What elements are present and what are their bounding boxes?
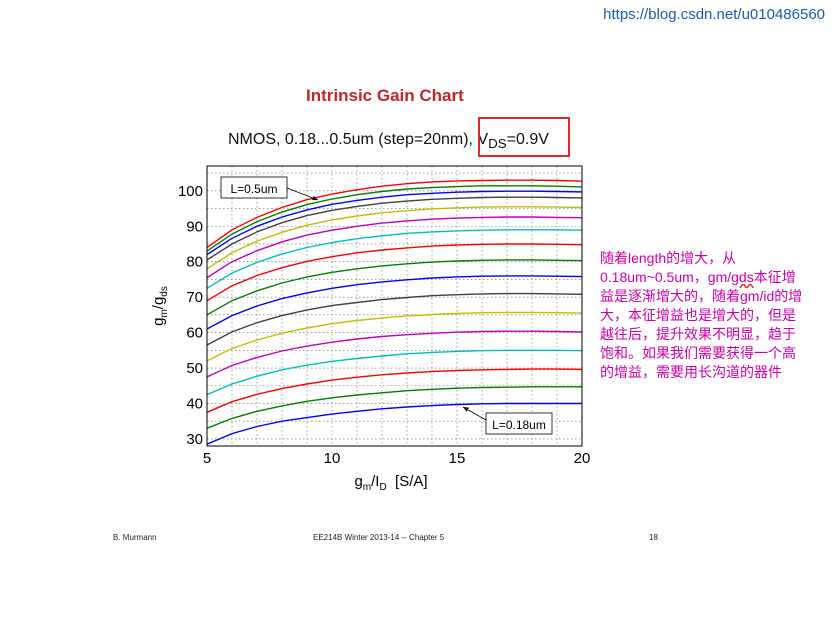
series-line-12 — [206, 216, 583, 279]
series-line-1 — [206, 402, 582, 445]
plot-frame — [206, 165, 583, 447]
series-line-6 — [206, 311, 583, 362]
arrow-l-0-5um — [286, 187, 319, 201]
y-tick-label: 90 — [186, 218, 203, 235]
tick-labels: 5 10 15 20 30 40 50 60 70 80 90 100 — [178, 183, 590, 467]
series-line-10 — [206, 243, 583, 302]
x-axis-label: gm/ID [S/A] — [354, 473, 427, 493]
y-tick-label: 60 — [186, 325, 203, 342]
vds-highlight-box — [478, 117, 570, 157]
label-l-0-18um-box — [485, 412, 553, 435]
subtitle-suffix: =0.9V — [506, 131, 549, 148]
x-tick-label: 20 — [574, 450, 591, 467]
label-l-0-18um: L=0.18um — [492, 418, 546, 432]
subtitle-subscript: DS — [488, 136, 507, 152]
y-tick-label: 40 — [186, 395, 203, 412]
x-tick-label: 15 — [449, 450, 466, 467]
x-tick-label: 10 — [324, 450, 341, 467]
series-line-8 — [206, 275, 583, 330]
series-line-3 — [206, 368, 583, 413]
subtitle-prefix: NMOS, 0.18...0.5um (step=20nm), V — [228, 131, 489, 148]
series-line-4 — [206, 349, 583, 396]
series-line-13 — [206, 206, 583, 270]
series-line-14 — [206, 196, 583, 261]
arrow-l-0-18um-head — [463, 407, 469, 412]
footer-page-number: 18 — [649, 533, 658, 542]
label-l-0-5um: L=0.5um — [230, 182, 277, 196]
series-line-2 — [206, 386, 582, 429]
arrow-l-0-5um-head — [312, 195, 318, 201]
x-tick-label: 5 — [203, 450, 211, 467]
slide-title: Intrinsic Gain Chart — [306, 86, 464, 105]
series-lines — [206, 179, 583, 445]
y-tick-label: 50 — [186, 360, 203, 377]
annotation-note: 随着length的增大，从0.18um~0.5um，gm/gds本征增益是逐渐增… — [600, 249, 805, 382]
label-l-0-5um-box — [220, 176, 288, 199]
annotation-part2: 本征增益是逐渐增大的，随着gm/id的增大，本征增益也是增大的，但是越往后，提升… — [600, 269, 803, 380]
y-tick-label: 30 — [186, 431, 203, 448]
footer-course: EE214B Winter 2013-14 -- Chapter 5 — [313, 533, 445, 542]
series-line-9 — [206, 259, 583, 316]
y-tick-label: 100 — [178, 183, 203, 200]
y-tick-label: 80 — [186, 254, 203, 271]
y-tick-label: 70 — [186, 289, 203, 306]
series-line-16 — [206, 185, 583, 252]
annotation-underlined: gds — [731, 269, 754, 285]
curve-labels: L=0.5um L=0.18um — [220, 176, 553, 435]
series-line-11 — [206, 229, 583, 289]
annotation-part1: 随着length的增大，从0.18um~0.5um，gm/ — [600, 250, 737, 285]
chart-subtitle: NMOS, 0.18...0.5um (step=20nm), VDS=0.9V — [228, 131, 549, 151]
blog-url-watermark: https://blog.csdn.net/u010486560 — [603, 6, 825, 23]
series-line-5 — [206, 330, 583, 378]
series-line-17 — [206, 179, 583, 249]
footer-author: B. Murmann — [113, 533, 157, 542]
series-line-15 — [206, 190, 583, 256]
y-axis-label: gm/gds — [150, 286, 170, 326]
series-line-7 — [206, 292, 583, 346]
